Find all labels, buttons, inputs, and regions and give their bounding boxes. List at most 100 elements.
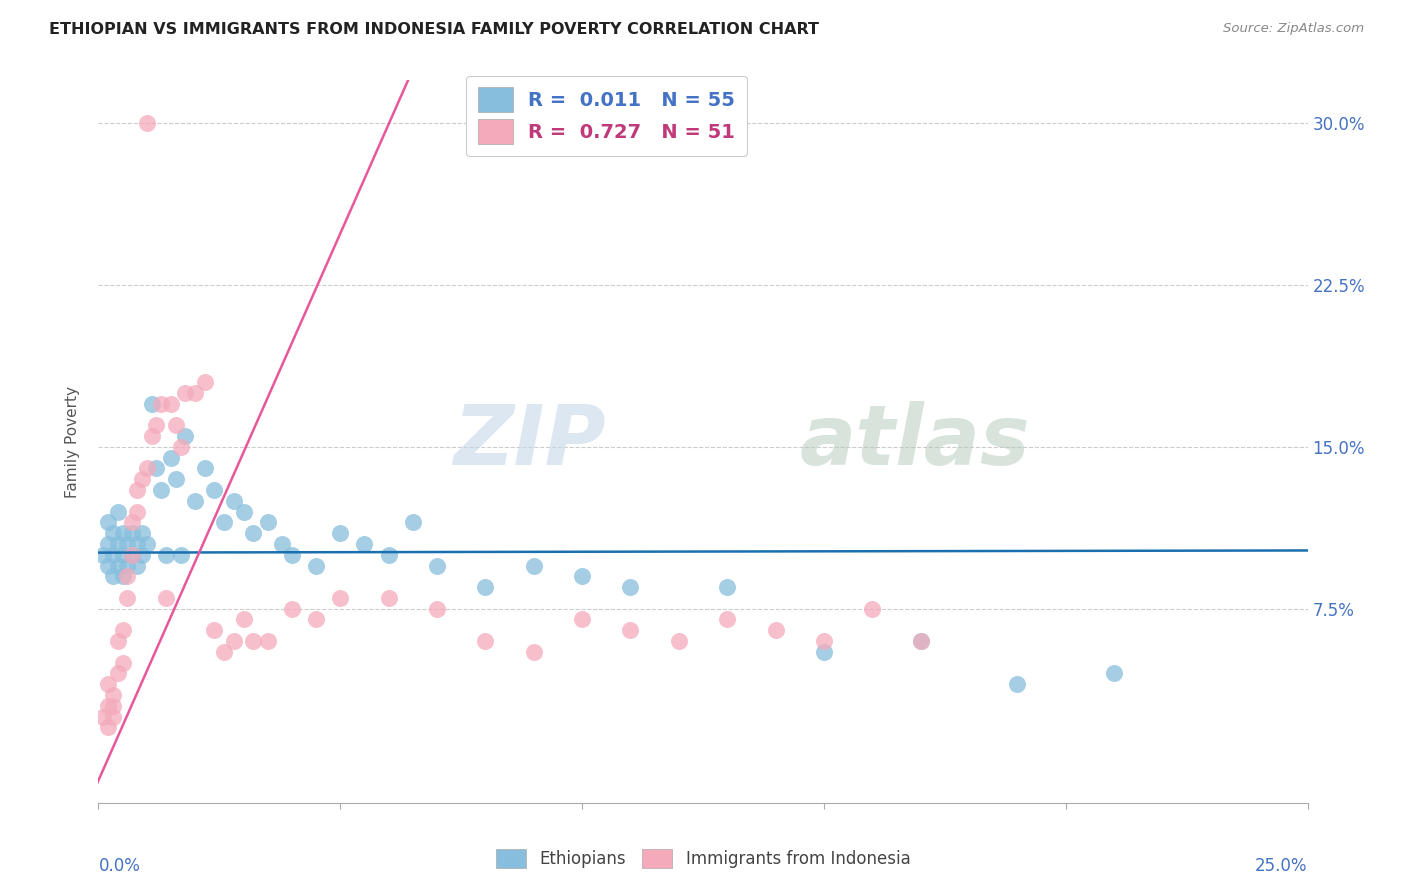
Point: [155, 548, 177, 562]
Point: [305, 612, 328, 626]
Point: [174, 386, 197, 401]
Point: [716, 612, 738, 626]
Text: atlas: atlas: [800, 401, 1031, 482]
Point: [111, 548, 134, 562]
Point: [107, 558, 129, 573]
Point: [426, 601, 449, 615]
Point: [160, 397, 183, 411]
Point: [101, 698, 124, 713]
Point: [121, 548, 143, 562]
Point: [141, 397, 163, 411]
Point: [523, 645, 546, 659]
Text: Source: ZipAtlas.com: Source: ZipAtlas.com: [1223, 22, 1364, 36]
Point: [619, 580, 641, 594]
Point: [716, 580, 738, 594]
Point: [281, 601, 304, 615]
Point: [131, 526, 153, 541]
Point: [111, 656, 134, 670]
Point: [212, 516, 235, 530]
Point: [377, 548, 399, 562]
Legend: R =  0.011   N = 55, R =  0.727   N = 51: R = 0.011 N = 55, R = 0.727 N = 51: [465, 76, 747, 156]
Point: [111, 526, 134, 541]
Point: [242, 634, 264, 648]
Point: [127, 505, 149, 519]
Text: ZIP: ZIP: [454, 401, 606, 482]
Point: [150, 397, 173, 411]
Point: [131, 548, 153, 562]
Point: [127, 483, 149, 497]
Point: [101, 526, 124, 541]
Point: [111, 569, 134, 583]
Text: ETHIOPIAN VS IMMIGRANTS FROM INDONESIA FAMILY POVERTY CORRELATION CHART: ETHIOPIAN VS IMMIGRANTS FROM INDONESIA F…: [49, 22, 820, 37]
Point: [169, 548, 191, 562]
Point: [107, 537, 129, 551]
Point: [194, 376, 217, 390]
Point: [765, 624, 787, 638]
Point: [860, 601, 883, 615]
Point: [97, 537, 120, 551]
Point: [121, 526, 143, 541]
Point: [127, 558, 149, 573]
Point: [222, 493, 245, 508]
Point: [91, 709, 114, 723]
Point: [107, 634, 129, 648]
Text: 0.0%: 0.0%: [98, 856, 141, 875]
Point: [97, 698, 120, 713]
Point: [101, 548, 124, 562]
Point: [377, 591, 399, 605]
Point: [256, 516, 278, 530]
Point: [184, 493, 207, 508]
Point: [194, 461, 217, 475]
Point: [121, 548, 143, 562]
Point: [117, 537, 139, 551]
Point: [305, 558, 328, 573]
Point: [474, 634, 496, 648]
Point: [127, 537, 149, 551]
Point: [101, 569, 124, 583]
Point: [145, 418, 167, 433]
Point: [135, 116, 157, 130]
Point: [91, 548, 114, 562]
Y-axis label: Family Poverty: Family Poverty: [65, 385, 80, 498]
Text: 25.0%: 25.0%: [1256, 856, 1308, 875]
Point: [668, 634, 690, 648]
Point: [150, 483, 173, 497]
Point: [174, 429, 197, 443]
Point: [256, 634, 278, 648]
Point: [329, 591, 352, 605]
Point: [155, 591, 177, 605]
Point: [523, 558, 546, 573]
Point: [111, 624, 134, 638]
Point: [97, 558, 120, 573]
Point: [131, 472, 153, 486]
Point: [619, 624, 641, 638]
Point: [402, 516, 425, 530]
Point: [426, 558, 449, 573]
Point: [97, 516, 120, 530]
Point: [117, 558, 139, 573]
Point: [281, 548, 304, 562]
Point: [121, 516, 143, 530]
Point: [184, 386, 207, 401]
Point: [222, 634, 245, 648]
Point: [107, 505, 129, 519]
Point: [97, 720, 120, 734]
Point: [232, 505, 254, 519]
Point: [353, 537, 375, 551]
Point: [117, 591, 139, 605]
Point: [204, 624, 226, 638]
Point: [135, 537, 157, 551]
Point: [242, 526, 264, 541]
Point: [141, 429, 163, 443]
Point: [910, 634, 932, 648]
Point: [107, 666, 129, 681]
Point: [204, 483, 226, 497]
Point: [571, 569, 593, 583]
Legend: Ethiopians, Immigrants from Indonesia: Ethiopians, Immigrants from Indonesia: [489, 842, 917, 875]
Point: [165, 472, 187, 486]
Point: [474, 580, 496, 594]
Point: [329, 526, 352, 541]
Point: [101, 709, 124, 723]
Point: [101, 688, 124, 702]
Point: [97, 677, 120, 691]
